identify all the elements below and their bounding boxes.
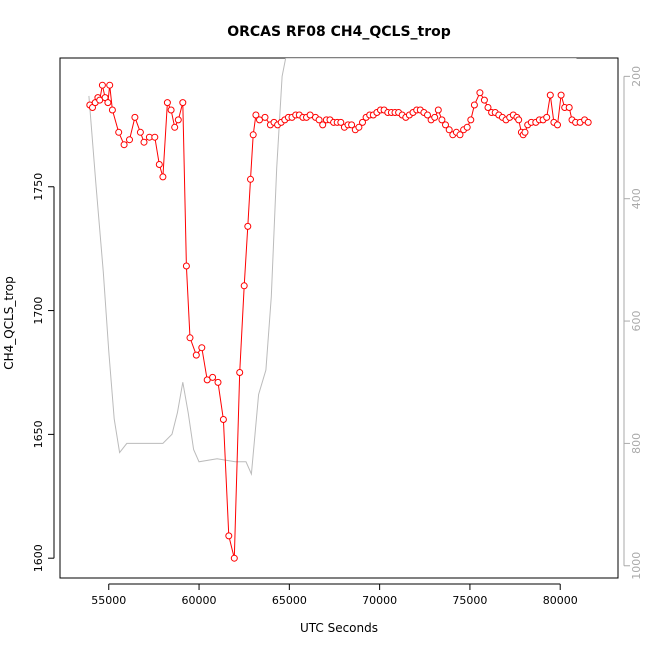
data-point [484,104,492,111]
data-point [171,123,179,131]
x-tick-label: 55000 [91,594,126,607]
y-axis-label: CH4_QCLS_trop [2,276,16,370]
data-point [225,532,233,540]
data-point [584,118,592,126]
data-point [247,175,254,183]
data-point [442,121,449,129]
data-point [163,99,171,107]
data-point [236,369,244,376]
y-tick-label: 1600 [32,544,45,572]
x-axis-label: UTC Seconds [300,621,378,635]
x-tick-label: 75000 [452,594,487,607]
data-point [167,106,175,114]
data-point [104,99,112,107]
x-tick-label: 70000 [362,594,397,607]
data-point [155,161,163,168]
data-point [261,113,269,121]
data-point [120,141,128,149]
data-point [182,262,190,270]
data-point [557,91,565,99]
data-point [106,81,114,89]
data-point [476,89,484,97]
series-pressure-line [88,58,577,476]
data-point [192,351,200,359]
data-point [174,116,182,124]
y2-tick-label: 1000 [630,552,643,580]
axes-layer: 55000 60000 65000 70000 75000 80000 1600 1650 17… [32,66,643,607]
data-point [463,123,471,131]
data-point [256,116,263,124]
data-point [337,118,345,126]
data-point [136,128,144,136]
plot-area-frame [59,57,619,579]
data-point [140,138,148,146]
data-point [131,113,139,121]
y2-tick-label: 200 [630,66,643,87]
y-tick-label: 1650 [32,420,45,448]
data-point [438,116,446,124]
data-point [319,121,327,129]
data-point [565,104,573,111]
x-tick-label: 65000 [272,594,307,607]
data-point [467,116,475,124]
data-point [431,113,439,121]
data-point [546,91,554,99]
data-point [179,99,187,107]
data-point [98,81,106,89]
data-point [214,378,222,386]
data-point [348,121,356,129]
data-point [159,173,167,181]
data-point [252,111,260,119]
data-point [230,554,238,562]
data-point [108,106,116,114]
data-point [186,334,194,342]
data-point [424,111,431,119]
data-point [219,416,227,423]
y2-tick-label: 400 [630,188,643,209]
x-tick-label: 80000 [543,594,578,607]
data-point [240,282,248,290]
data-point [470,101,478,109]
data-point [359,118,366,126]
series-ch4-line [89,85,589,559]
data-point [115,128,123,136]
y-tick-label: 1700 [32,297,45,325]
data-point [480,96,488,104]
data-point [554,121,561,129]
data-point [209,373,217,381]
data-point [315,116,323,124]
data-point [543,113,551,121]
data-point [244,222,252,230]
chart-title: ORCAS RF08 CH4_QCLS_trop [227,24,451,40]
y2-tick-label: 600 [630,311,643,332]
data-point [515,116,523,124]
y2-tick-label: 800 [630,433,643,454]
data-point [249,131,257,139]
data-point [126,136,133,144]
data-point [151,133,159,141]
data-point [521,128,529,136]
series-layer [86,58,592,562]
y-tick-label: 1750 [32,173,45,201]
data-point [434,106,442,114]
x-tick-label: 60000 [182,594,217,607]
data-point [355,123,363,131]
data-point [456,131,464,139]
data-point [198,344,206,352]
data-point [445,126,453,134]
